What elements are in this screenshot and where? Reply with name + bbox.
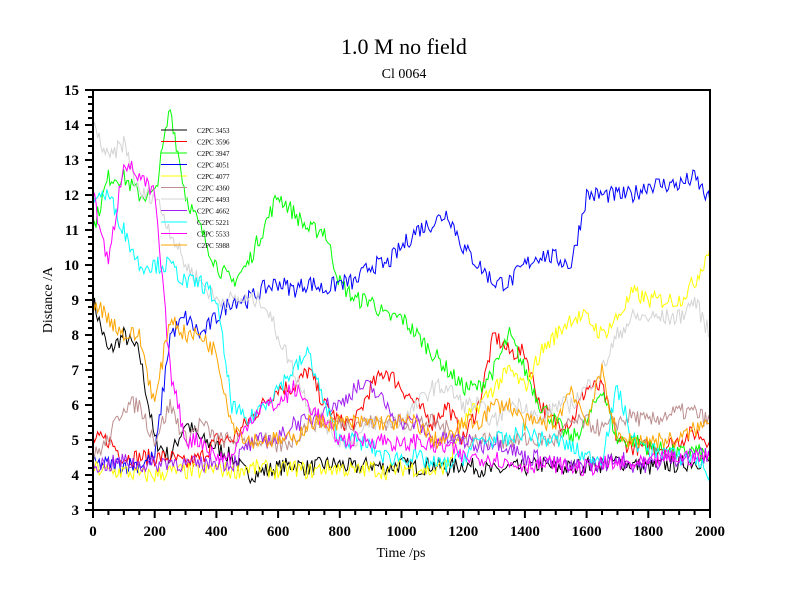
legend-label: C2PC 4493 [197, 196, 230, 204]
x-tick-label: 1800 [633, 524, 663, 540]
legend-label: C2PC 5221 [197, 219, 230, 227]
x-tick-label: 2000 [695, 524, 725, 540]
y-tick-label: 12 [64, 188, 79, 204]
chart-subtitle: Cl 0064 [382, 67, 427, 82]
y-tick-label: 14 [64, 118, 80, 134]
legend-label: C2PC 4360 [197, 185, 230, 193]
y-tick-label: 3 [72, 503, 80, 519]
legend-label: C2PC 4051 [197, 162, 230, 170]
y-tick-label: 10 [64, 258, 79, 274]
y-tick-label: 4 [72, 468, 80, 484]
series-line-3 [92, 169, 711, 475]
legend-label: C2PC 3453 [197, 127, 230, 135]
y-tick-label: 9 [72, 293, 80, 309]
series-line-1 [92, 332, 711, 468]
y-tick-label: 6 [72, 398, 80, 414]
y-tick-label: 8 [72, 328, 80, 344]
series-lines [92, 108, 711, 485]
chart-title: 1.0 M no field [341, 34, 467, 59]
legend: C2PC 3453 C2PC 3596 C2PC 3947 C2PC 4051 C2PC… [161, 127, 230, 250]
x-tick-label: 800 [329, 524, 352, 540]
x-tick-label: 1600 [572, 524, 602, 540]
x-tick-label: 600 [267, 524, 290, 540]
x-axis-label: Time /ps [377, 546, 426, 561]
y-tick-label: 13 [64, 153, 79, 169]
x-tick-label: 200 [143, 524, 166, 540]
series-line-10 [92, 296, 711, 450]
series-line-8 [92, 189, 711, 482]
x-tick-label: 1400 [510, 524, 540, 540]
legend-label: C2PC 5988 [197, 242, 230, 250]
legend-label: C2PC 5533 [197, 231, 230, 239]
series-line-2 [92, 108, 711, 461]
legend-label: C2PC 4077 [197, 173, 230, 181]
x-tick-label: 1000 [387, 524, 417, 540]
y-tick-label: 15 [64, 83, 79, 99]
axes: 0 200 400 600 800 1000 1200 1400 1600 1800 2000 3 4 5… [64, 83, 725, 540]
series-line-6 [92, 121, 711, 450]
legend-label: C2PC 3596 [197, 139, 230, 147]
x-tick-label: 400 [205, 524, 228, 540]
x-tick-label: 0 [89, 524, 97, 540]
series-line-5 [92, 396, 711, 462]
legend-label: C2PC 3947 [197, 150, 230, 158]
y-tick-label: 5 [72, 433, 80, 449]
y-axis-label: Distance /A [41, 266, 56, 333]
y-tick-label: 7 [72, 363, 80, 379]
y-tick-label: 11 [65, 223, 79, 239]
series-line-4 [92, 247, 711, 483]
x-tick-label: 1200 [448, 524, 478, 540]
series-line-9 [92, 160, 711, 477]
legend-label: C2PC 4662 [197, 208, 230, 216]
